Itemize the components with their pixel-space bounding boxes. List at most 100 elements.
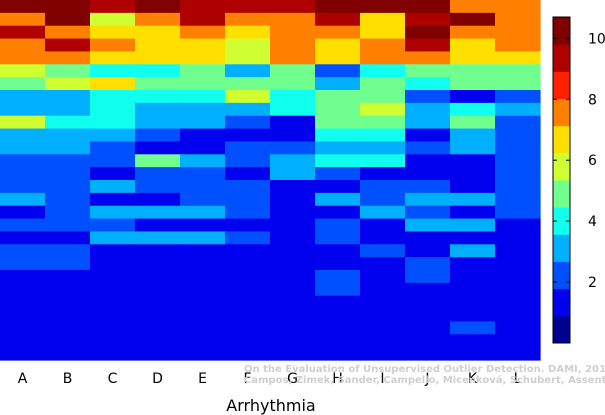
heatmap-cell — [405, 334, 451, 348]
heatmap-cell — [405, 231, 451, 245]
heatmap-cell — [495, 154, 541, 168]
heatmap-cell — [405, 154, 451, 168]
heatmap-cell — [0, 154, 46, 168]
heatmap-cell — [405, 0, 451, 14]
heatmap-cell — [90, 25, 136, 40]
heatmap-cell — [450, 231, 496, 245]
heatmap-cell — [90, 141, 136, 155]
colorbar-tick-label: 10 — [588, 31, 605, 47]
heatmap-cell — [90, 270, 136, 284]
heatmap-cell — [270, 321, 316, 335]
heatmap-cell — [0, 64, 46, 78]
heatmap-cell — [405, 38, 451, 53]
heatmap-cell — [225, 257, 271, 271]
heatmap-cell — [360, 218, 406, 233]
heatmap-cell — [90, 334, 136, 348]
heatmap-cell — [405, 282, 451, 297]
heatmap-cell — [270, 64, 316, 78]
heatmap-cell — [270, 334, 316, 348]
heatmap-cell — [450, 334, 496, 348]
heatmap-cell — [90, 347, 136, 361]
heatmap-cell — [495, 77, 541, 91]
heatmap-cell — [180, 321, 226, 335]
heatmap-cell — [135, 38, 181, 53]
heatmap-cell — [450, 180, 496, 194]
heatmap-cell — [315, 51, 361, 65]
heatmap-cell — [450, 295, 496, 310]
heatmap-cell — [405, 167, 451, 181]
heatmap-cell — [270, 244, 316, 258]
heatmap-cell — [0, 192, 46, 207]
heatmap-cell — [45, 102, 91, 117]
x-tick-label: K — [468, 371, 478, 387]
heatmap-cell — [495, 192, 541, 207]
heatmap-cell — [405, 218, 451, 233]
heatmap-cell — [360, 321, 406, 335]
heatmap-cell — [180, 334, 226, 348]
heatmap-cell — [45, 205, 91, 220]
heatmap-cell — [360, 180, 406, 194]
heatmap-cell — [135, 0, 181, 14]
heatmap-cell — [90, 282, 136, 297]
heatmap-cell — [270, 38, 316, 53]
heatmap-cell — [405, 102, 451, 117]
heatmap-cell — [45, 141, 91, 155]
colorbar-segment — [553, 98, 570, 127]
heatmap-cell — [135, 115, 181, 130]
heatmap-cell — [495, 38, 541, 53]
x-tick-label: D — [152, 371, 163, 387]
heatmap-cell — [45, 25, 91, 40]
heatmap-cell — [405, 295, 451, 310]
heatmap-cell — [45, 90, 91, 104]
heatmap-cell — [45, 38, 91, 53]
heatmap-cell — [405, 141, 451, 155]
heatmap-cell — [495, 12, 541, 27]
heatmap-cell — [360, 308, 406, 323]
heatmap-cell — [405, 115, 451, 130]
heatmap-cell — [495, 90, 541, 104]
heatmap-cell — [450, 90, 496, 104]
heatmap-cell — [90, 295, 136, 310]
x-tick-label: F — [243, 371, 251, 387]
heatmap-cell — [495, 180, 541, 194]
heatmap-cell — [90, 12, 136, 27]
heatmap-cell — [315, 25, 361, 40]
heatmap-cell — [135, 180, 181, 194]
heatmap-cell — [450, 102, 496, 117]
heatmap-cell — [135, 231, 181, 245]
heatmap-cell — [450, 282, 496, 297]
heatmap-cell — [135, 102, 181, 117]
heatmap-cell — [405, 270, 451, 284]
heatmap-cell — [450, 167, 496, 181]
heatmap-cell — [0, 347, 46, 361]
heatmap-cell — [135, 192, 181, 207]
heatmap-cell — [315, 334, 361, 348]
heatmap-cell — [180, 154, 226, 168]
heatmap-cell — [405, 180, 451, 194]
heatmap-cell — [495, 115, 541, 130]
heatmap-cell — [135, 347, 181, 361]
heatmap-cell — [270, 115, 316, 130]
heatmap-cell — [495, 51, 541, 65]
heatmap-cell — [225, 180, 271, 194]
heatmap-cell — [135, 334, 181, 348]
heatmap-cell — [450, 38, 496, 53]
heatmap-cell — [270, 128, 316, 143]
heatmap-cell — [225, 51, 271, 65]
heatmap-cell — [270, 180, 316, 194]
heatmap-cell — [45, 282, 91, 297]
heatmap-cell — [495, 257, 541, 271]
heatmap-cell — [495, 218, 541, 233]
heatmap-cell — [45, 180, 91, 194]
heatmap-cell — [0, 295, 46, 310]
colorbar-segment — [553, 207, 570, 235]
heatmap-cell — [270, 12, 316, 27]
heatmap-cell — [360, 282, 406, 297]
colorbar-tick-label: 8 — [588, 92, 597, 108]
heatmap-cell — [315, 77, 361, 91]
heatmap-cell — [405, 77, 451, 91]
heatmap-cell — [90, 257, 136, 271]
heatmap-cell — [45, 295, 91, 310]
heatmap-cell — [225, 192, 271, 207]
heatmap-cell — [225, 38, 271, 53]
